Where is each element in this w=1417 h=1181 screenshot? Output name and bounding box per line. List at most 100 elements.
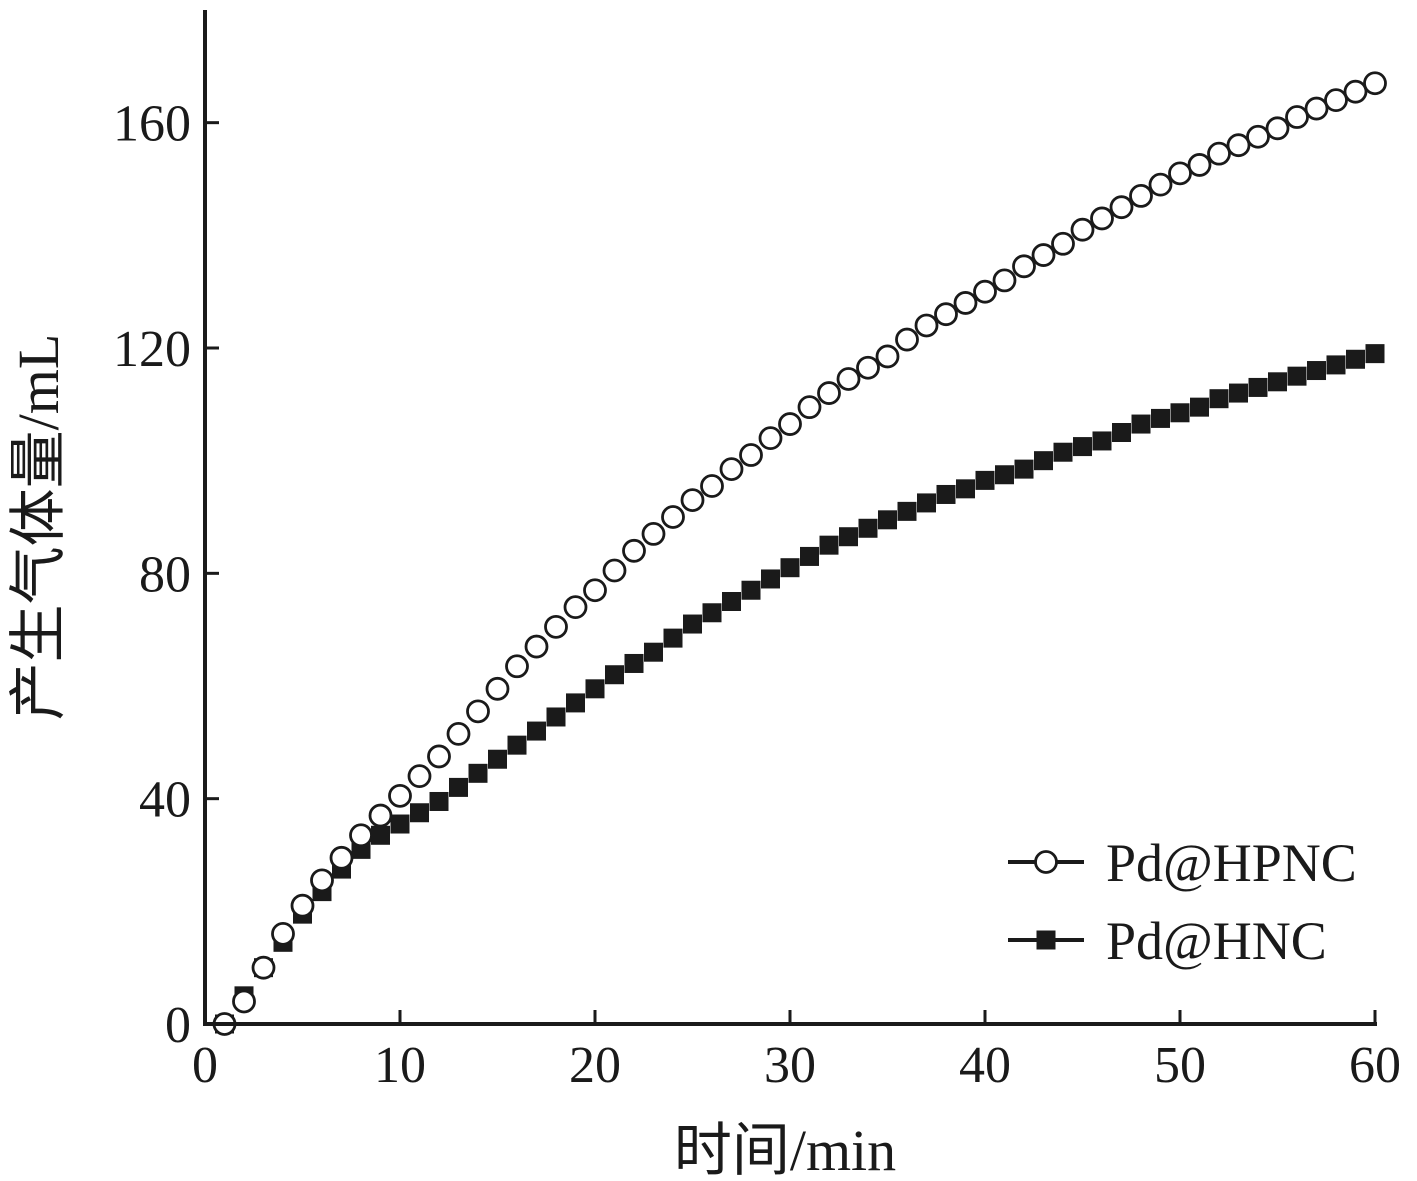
data-point xyxy=(427,744,451,769)
data-point xyxy=(583,578,607,603)
data-point xyxy=(371,825,390,845)
data-point xyxy=(722,592,741,611)
data-point xyxy=(1073,437,1092,457)
data-point xyxy=(544,614,568,639)
data-point xyxy=(858,518,878,538)
data-point xyxy=(310,868,334,893)
data-point xyxy=(1343,79,1368,104)
data-point xyxy=(1129,183,1153,208)
data-point xyxy=(683,614,702,634)
data-point xyxy=(390,814,410,834)
data-point xyxy=(800,546,819,566)
data-point xyxy=(761,569,780,589)
data-point xyxy=(349,823,373,848)
data-point xyxy=(527,721,546,741)
data-point xyxy=(975,470,995,490)
data-point xyxy=(780,558,800,578)
data-point xyxy=(1285,105,1309,129)
data-point xyxy=(1131,414,1151,434)
y-tick-label: 160 xyxy=(113,96,191,153)
data-point xyxy=(1268,372,1287,392)
data-point xyxy=(1209,389,1229,409)
data-point xyxy=(585,679,605,699)
data-point xyxy=(1053,442,1073,462)
data-point xyxy=(1346,349,1365,369)
data-point xyxy=(624,653,644,673)
data-layer xyxy=(212,71,1387,1036)
y-tick-label: 120 xyxy=(113,321,191,378)
data-point xyxy=(895,327,919,352)
data-point xyxy=(758,426,783,451)
x-tick-label: 20 xyxy=(569,1037,621,1094)
data-point xyxy=(1031,243,1056,267)
data-point xyxy=(1363,71,1387,96)
data-point xyxy=(917,493,936,513)
data-point xyxy=(1365,344,1385,364)
data-point xyxy=(1248,377,1268,397)
data-point xyxy=(1187,153,1212,177)
data-point xyxy=(797,395,822,420)
data-point xyxy=(995,465,1014,485)
data-point xyxy=(1168,161,1192,186)
data-point xyxy=(741,580,761,600)
data-point xyxy=(1229,383,1248,403)
data-point xyxy=(1324,88,1348,113)
x-tick-label: 0 xyxy=(192,1037,218,1094)
data-point xyxy=(1151,408,1170,428)
data-point xyxy=(934,302,958,327)
data-point xyxy=(290,893,315,918)
data-point xyxy=(700,474,724,498)
data-point xyxy=(839,527,858,547)
data-point xyxy=(271,921,295,946)
data-point xyxy=(251,955,276,980)
legend-label: Pd@HNC xyxy=(1106,911,1327,971)
data-point xyxy=(1070,217,1095,242)
data-point xyxy=(446,721,471,746)
data-point xyxy=(973,279,997,304)
data-point xyxy=(1014,459,1034,479)
data-point xyxy=(739,443,763,467)
data-point xyxy=(388,783,412,808)
data-point xyxy=(566,693,585,713)
data-point xyxy=(956,479,975,499)
legend-label: Pd@HPNC xyxy=(1106,833,1357,893)
data-point xyxy=(836,367,861,391)
data-point xyxy=(1092,431,1112,451)
data-point xyxy=(468,763,488,783)
y-tick-label: 0 xyxy=(165,997,191,1054)
y-tick-label: 40 xyxy=(139,772,191,829)
data-point xyxy=(875,344,900,369)
data-point xyxy=(524,634,549,659)
data-point xyxy=(1265,116,1290,141)
data-point xyxy=(368,803,393,828)
data-point xyxy=(602,558,627,583)
data-point xyxy=(563,595,588,620)
data-point xyxy=(719,457,744,482)
x-tick-label: 40 xyxy=(959,1037,1011,1094)
data-point xyxy=(663,628,683,648)
data-point xyxy=(936,484,956,504)
data-point xyxy=(232,989,256,1014)
data-point xyxy=(407,764,432,789)
data-point xyxy=(1112,423,1131,442)
data-point xyxy=(702,603,722,623)
data-point xyxy=(1012,254,1036,279)
legend-marker xyxy=(1034,850,1058,874)
data-point xyxy=(644,642,663,662)
series-Pd@HPNC xyxy=(212,71,1387,1036)
data-point xyxy=(1226,133,1251,158)
data-point xyxy=(992,268,1017,293)
data-point xyxy=(878,510,897,530)
data-point xyxy=(1190,397,1209,417)
data-point xyxy=(488,749,507,769)
data-point xyxy=(1207,141,1231,166)
axes-layer: 0 10 20 30 40 50 60 0 40 80 120 160 时间/min 产生气体量/mL xyxy=(6,10,1401,1181)
x-tick-label: 60 xyxy=(1349,1037,1401,1094)
x-tick-label: 10 xyxy=(374,1037,426,1094)
data-point xyxy=(1170,403,1190,423)
data-point xyxy=(546,707,566,727)
data-point xyxy=(1109,195,1134,220)
data-point xyxy=(329,845,354,870)
data-point xyxy=(622,538,646,563)
